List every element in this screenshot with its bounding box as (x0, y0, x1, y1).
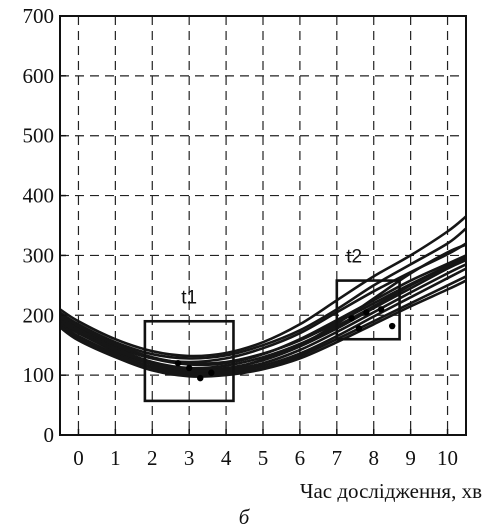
y-tick-label: 300 (23, 243, 55, 267)
data-point (197, 374, 204, 382)
data-point (363, 309, 370, 316)
x-tick-label: 3 (184, 446, 195, 470)
grid (60, 16, 466, 435)
series-line (59, 243, 467, 373)
y-tick-label: 700 (23, 4, 55, 28)
x-tick-label: 5 (258, 446, 269, 470)
data-point (185, 364, 193, 372)
y-tick-label: 500 (23, 124, 55, 148)
region-label-t1: t1 (181, 287, 197, 308)
y-tick-label: 0 (44, 423, 55, 447)
data-point (377, 306, 385, 313)
series-line (59, 215, 467, 358)
y-tick-label: 600 (23, 64, 55, 88)
axis-ticks: 0 100 200 300 400 500 600 700 0 1 2 3 4 5 6 7 8 9 10 (23, 4, 459, 470)
subfigure-label: б (239, 505, 251, 529)
data-point (348, 315, 355, 322)
x-tick-label: 8 (368, 446, 379, 470)
data-point (208, 369, 215, 376)
data-point (355, 325, 363, 332)
x-tick-label: 1 (110, 446, 121, 470)
y-tick-label: 200 (23, 303, 55, 327)
series-line (59, 255, 467, 370)
x-tick-label: 9 (405, 446, 416, 470)
series-line (59, 279, 467, 378)
region-box-t2 (335, 279, 401, 341)
region-box-t1 (143, 319, 235, 403)
region-label-t2: t2 (346, 247, 362, 268)
data-point (388, 322, 396, 330)
x-tick-label: 4 (221, 446, 232, 470)
data-point (174, 359, 182, 367)
series-line (59, 227, 467, 360)
x-tick-label: 10 (437, 446, 458, 470)
x-tick-label: 6 (295, 446, 306, 470)
y-tick-label: 100 (23, 363, 55, 387)
x-tick-label: 0 (73, 446, 84, 470)
marker-layer (174, 306, 396, 382)
series-layer (59, 215, 467, 378)
x-axis-title: Час дослідження, хв (300, 479, 482, 503)
y-tick-label: 400 (23, 184, 55, 208)
x-tick-label: 7 (332, 446, 343, 470)
highlight-regions: t1 t2 (143, 247, 401, 403)
x-tick-label: 2 (147, 446, 158, 470)
